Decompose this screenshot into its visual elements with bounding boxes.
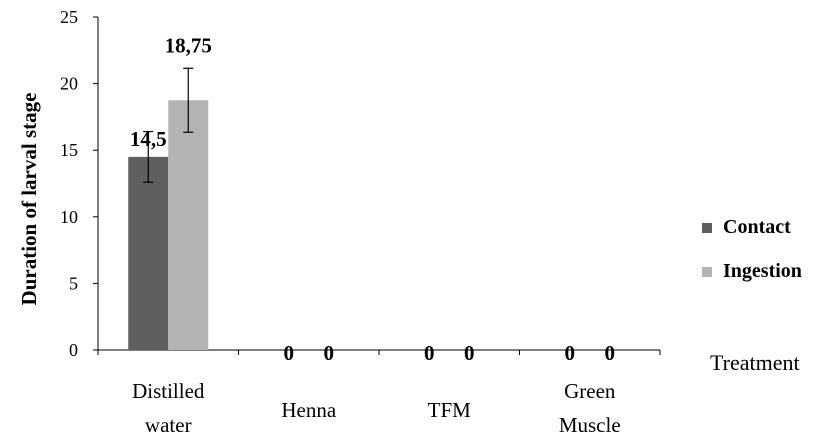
y-axis-title: Duration of larval stage xyxy=(17,93,41,306)
y-tick-label: 20 xyxy=(60,74,78,94)
y-tick-label: 10 xyxy=(60,207,78,227)
y-tick-label: 0 xyxy=(69,340,78,360)
legend-swatch-contact xyxy=(702,223,712,233)
legend: Contact Ingestion xyxy=(702,216,802,282)
x-category-label: Distilled water xyxy=(132,379,205,437)
x-axis-title: Treatment xyxy=(710,350,800,375)
y-tick-label: 15 xyxy=(60,140,78,160)
data-label: 0 xyxy=(464,341,475,365)
legend-swatch-ingestion xyxy=(702,267,712,277)
data-label: 0 xyxy=(565,341,576,365)
y-tick-label: 5 xyxy=(69,273,78,293)
y-tick-label: 25 xyxy=(60,7,78,27)
x-category-label: TFM xyxy=(428,398,472,422)
data-label: 0 xyxy=(605,341,616,365)
data-label: 0 xyxy=(284,341,295,365)
data-label: 0 xyxy=(424,341,435,365)
legend-label-ingestion: Ingestion xyxy=(723,260,802,282)
bar-ingestion-0 xyxy=(168,100,209,350)
bar-contact-0 xyxy=(128,156,169,350)
x-category-label: Henna xyxy=(281,398,336,422)
plot-area: 0 5 10 15 20 25 Distilled water Henna TFM Green Mus… xyxy=(60,7,661,437)
x-category-label: Green Muscle xyxy=(559,379,621,437)
data-label: 14,5 xyxy=(130,127,167,151)
data-label: 18,75 xyxy=(165,33,212,57)
data-label: 0 xyxy=(324,341,335,365)
legend-label-contact: Contact xyxy=(723,216,791,238)
